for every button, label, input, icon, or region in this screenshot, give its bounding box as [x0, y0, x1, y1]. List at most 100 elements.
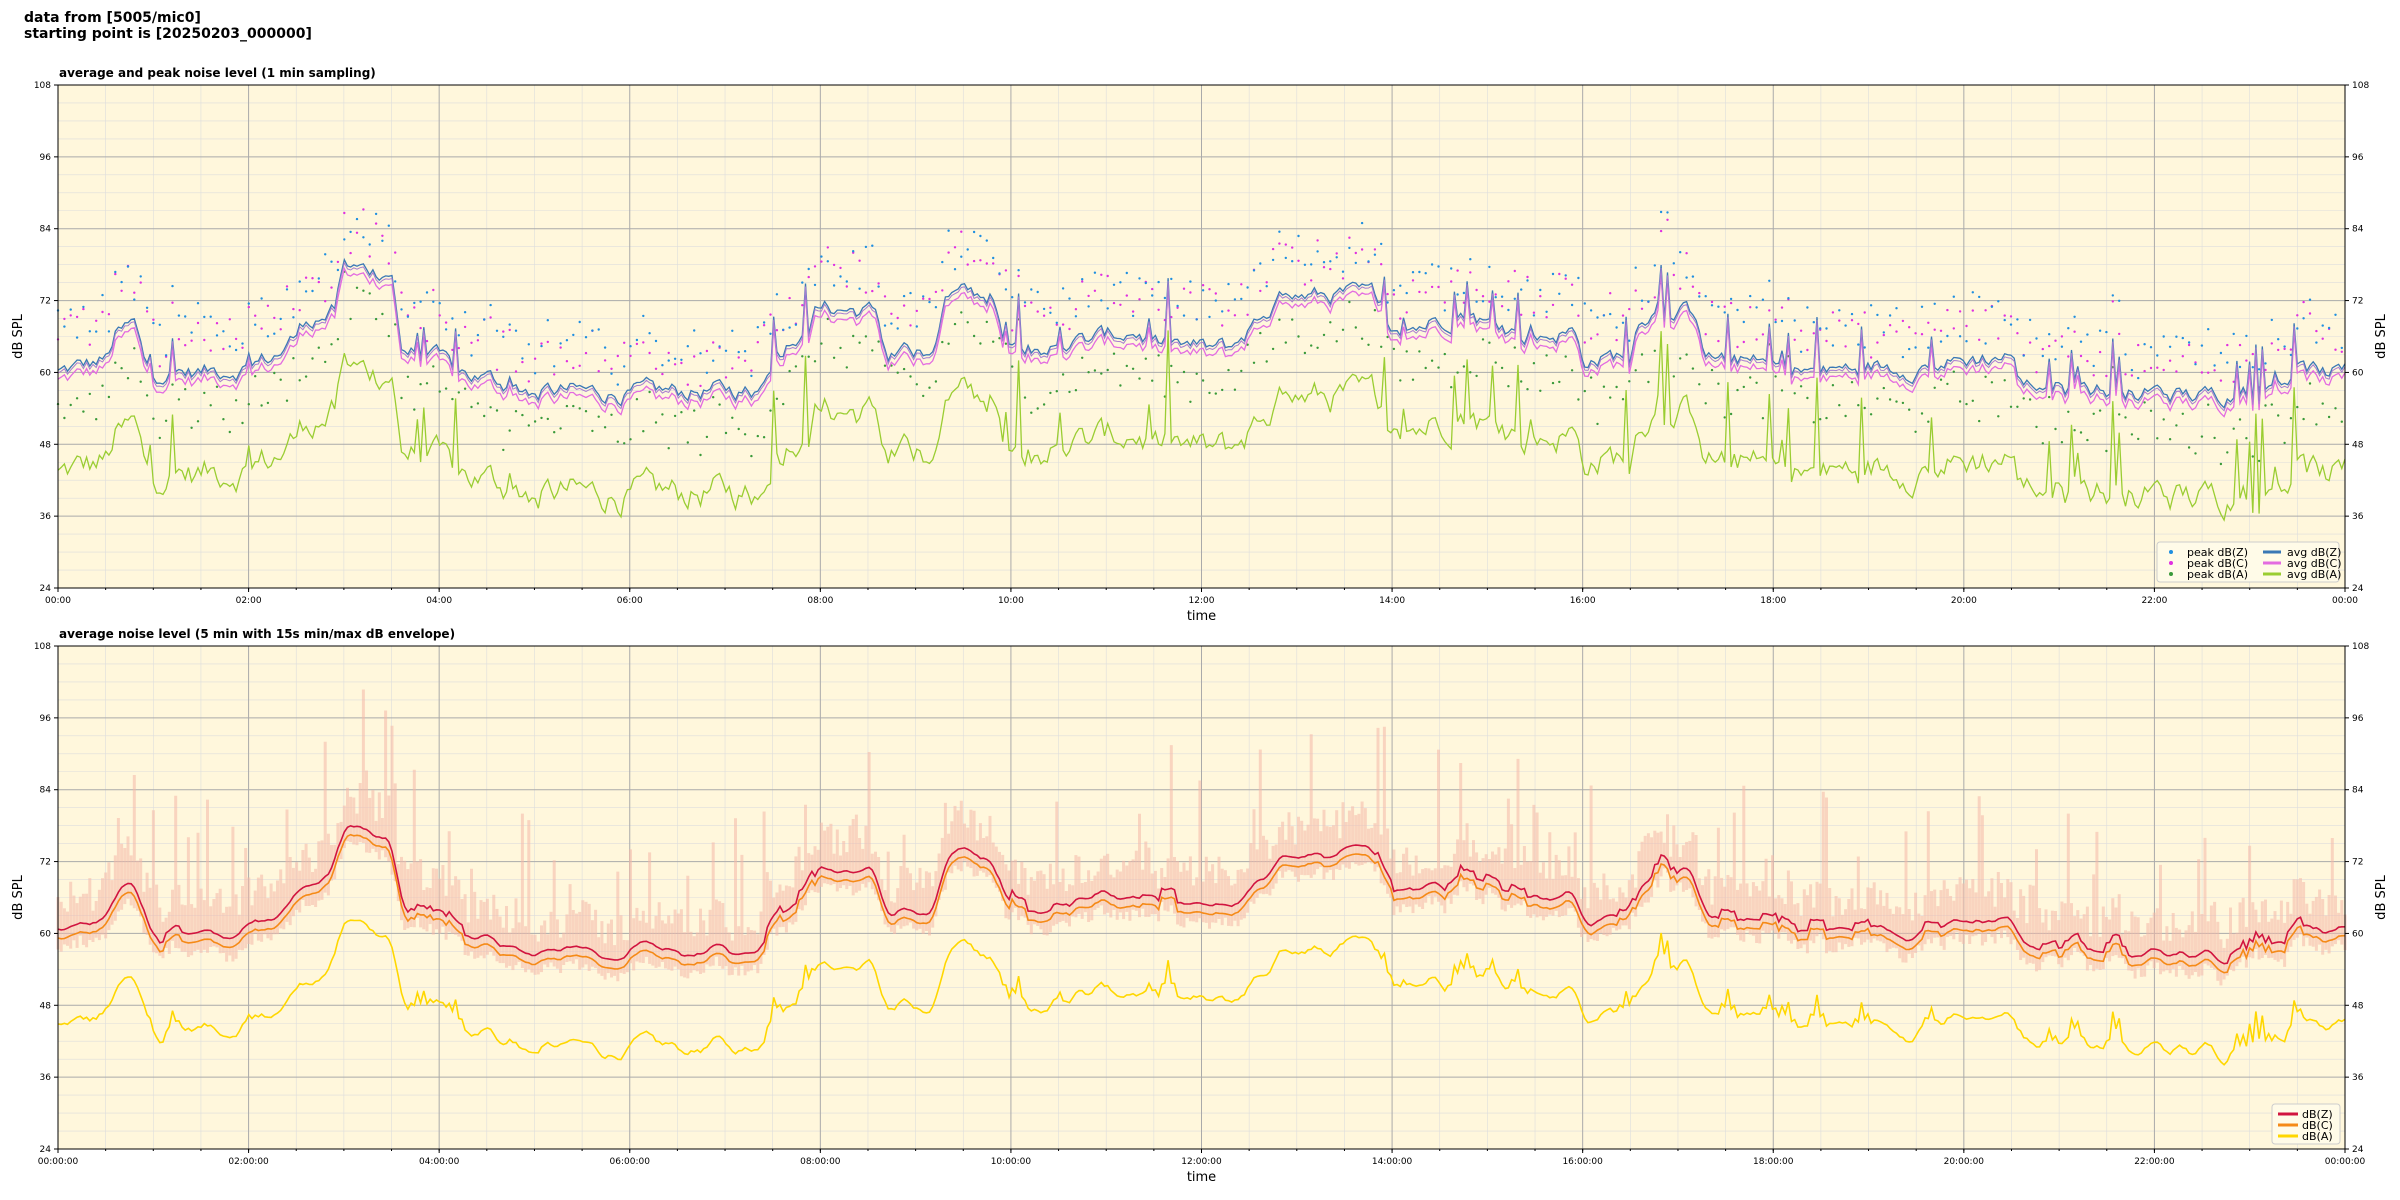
data-point	[1284, 341, 1288, 344]
data-point	[1201, 379, 1205, 382]
data-point	[1030, 288, 1033, 291]
data-point	[864, 335, 868, 338]
data-point	[1551, 303, 1555, 307]
data-point	[1310, 279, 1313, 282]
data-point	[1469, 371, 1472, 374]
data-point	[1087, 305, 1090, 308]
data-point	[1819, 327, 1822, 330]
y-tick-label-right: 60	[2352, 368, 2364, 378]
data-point	[1736, 345, 1739, 349]
data-point	[1755, 381, 1758, 384]
data-point	[737, 356, 740, 359]
data-point	[521, 413, 524, 417]
data-point	[2302, 417, 2305, 421]
data-point	[1450, 386, 1453, 389]
x-tick-label: 04:00:00	[419, 1157, 460, 1167]
data-point	[1927, 346, 1930, 349]
y-tick-label-right: 108	[2352, 81, 2369, 91]
data-point	[1876, 313, 1879, 317]
data-point	[743, 433, 747, 436]
data-point	[349, 317, 352, 321]
data-point	[1437, 285, 1440, 289]
data-point	[394, 251, 397, 254]
data-point	[635, 398, 639, 401]
data-point	[1405, 350, 1408, 353]
data-point	[413, 408, 416, 411]
data-point	[2137, 343, 2140, 347]
data-point	[578, 320, 581, 324]
data-point	[1958, 310, 1962, 313]
data-point	[1437, 265, 1440, 268]
data-point	[1144, 281, 1148, 285]
data-point	[852, 334, 855, 338]
data-point	[2041, 354, 2045, 358]
data-point	[680, 361, 683, 365]
data-point	[260, 297, 263, 300]
data-point	[1978, 419, 1981, 423]
series-envelope	[56, 689, 2347, 986]
y-tick-label-right: 96	[2352, 714, 2364, 724]
data-point	[298, 379, 301, 382]
data-point	[998, 272, 1001, 275]
data-point	[1119, 281, 1122, 284]
y-axis-label: dB SPL	[11, 874, 26, 919]
data-point	[88, 343, 92, 346]
data-point	[724, 349, 728, 352]
data-point	[1704, 333, 1707, 336]
data-point	[1494, 361, 1497, 364]
data-point	[1500, 305, 1504, 308]
chart-title: average noise level (5 min with 15s min/…	[59, 627, 455, 641]
data-point	[1615, 338, 1618, 342]
data-point	[101, 384, 104, 387]
data-point	[1341, 328, 1345, 331]
data-point	[152, 318, 155, 321]
data-point	[470, 354, 473, 357]
data-point	[1806, 396, 1809, 400]
data-point	[1119, 303, 1122, 306]
data-point	[1570, 303, 1574, 307]
data-point	[95, 418, 98, 421]
data-point	[1952, 327, 1956, 330]
data-point	[1367, 343, 1370, 346]
data-point	[2181, 355, 2184, 358]
data-point	[1558, 272, 1561, 276]
data-point	[1125, 271, 1129, 275]
data-point	[324, 300, 327, 303]
data-point	[1163, 296, 1167, 300]
data-point	[1386, 292, 1389, 296]
data-point	[133, 291, 136, 294]
data-point	[75, 315, 79, 319]
data-point	[82, 307, 85, 311]
data-point	[2187, 446, 2191, 449]
data-point	[1011, 365, 1014, 368]
data-point	[1844, 345, 1847, 348]
data-point	[1335, 252, 1338, 255]
data-point	[2175, 424, 2178, 427]
data-point	[966, 321, 969, 324]
data-point	[298, 309, 301, 312]
data-point	[69, 314, 72, 317]
series-avg-a-line	[57, 330, 2346, 522]
data-point	[234, 348, 238, 352]
data-point	[1749, 306, 1752, 309]
data-point	[190, 339, 193, 342]
data-point	[2054, 427, 2057, 431]
data-point	[1354, 251, 1358, 255]
data-point	[1322, 266, 1326, 269]
data-point	[1704, 295, 1707, 298]
data-point	[960, 230, 963, 233]
data-point	[120, 367, 123, 370]
data-point	[343, 211, 346, 215]
data-point	[1736, 308, 1739, 312]
data-point	[2118, 413, 2121, 416]
data-point	[133, 298, 136, 301]
data-point	[2156, 354, 2159, 357]
data-point	[1176, 304, 1179, 308]
data-point	[311, 289, 314, 293]
plot-area: dB(Z)dB(C)dB(A) 24 24 36 36 48 48 60 60 72 72 84 84 9…	[11, 627, 2389, 1185]
data-point	[126, 377, 130, 380]
data-point	[871, 289, 874, 293]
data-point	[1863, 406, 1866, 410]
data-point	[2073, 429, 2076, 432]
series-peak-a	[56, 270, 2343, 466]
